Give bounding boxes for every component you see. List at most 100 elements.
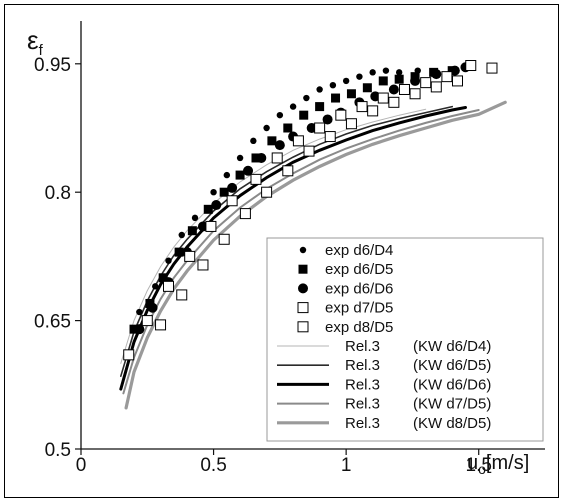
series-line-5 bbox=[124, 100, 507, 410]
data-point bbox=[184, 250, 196, 262]
data-point bbox=[176, 289, 188, 301]
data-point bbox=[227, 182, 238, 193]
legend-label: exp d6/D4 bbox=[325, 242, 393, 259]
data-point bbox=[324, 131, 336, 143]
data-point bbox=[236, 154, 244, 162]
data-point bbox=[223, 171, 231, 179]
chart-svg: 0.50.650.80.950 0.5 1 1.5 εf uo[m/s] exp d6… bbox=[27, 21, 545, 477]
data-point bbox=[388, 96, 400, 108]
data-point bbox=[218, 233, 230, 245]
legend-label: Rel.3 bbox=[345, 415, 380, 432]
legend: exp d6/D4 exp d6/D5 exp d6/D6 exp d7/D5 exp … bbox=[266, 237, 544, 442]
legend-marker bbox=[299, 246, 307, 254]
data-point bbox=[274, 140, 285, 151]
data-point bbox=[335, 109, 347, 121]
legend-label: Rel.3 bbox=[345, 357, 380, 374]
data-point bbox=[141, 315, 153, 327]
data-point bbox=[315, 102, 325, 112]
data-point bbox=[486, 62, 498, 74]
data-point bbox=[346, 89, 356, 99]
data-point bbox=[388, 84, 399, 95]
tick-layer: 0.50.650.80.950 0.5 1 1.5 bbox=[34, 55, 492, 476]
data-point bbox=[377, 92, 389, 104]
data-point bbox=[239, 208, 251, 220]
data-point bbox=[129, 324, 139, 334]
data-point bbox=[356, 101, 368, 113]
data-point bbox=[243, 165, 254, 176]
data-point bbox=[329, 82, 337, 89]
data-point bbox=[276, 111, 284, 119]
y-tick-label: 0.95 bbox=[34, 55, 71, 76]
data-point bbox=[191, 214, 199, 222]
data-point bbox=[210, 189, 217, 196]
data-point bbox=[362, 83, 372, 93]
data-point bbox=[398, 83, 410, 95]
data-point bbox=[394, 74, 404, 84]
data-point bbox=[219, 187, 229, 197]
legend-marker bbox=[297, 321, 309, 333]
data-point bbox=[251, 153, 261, 163]
data-point bbox=[147, 302, 158, 313]
data-point bbox=[211, 200, 222, 211]
data-point bbox=[187, 226, 197, 236]
legend-marker bbox=[297, 302, 309, 314]
data-point bbox=[235, 170, 245, 180]
legend-items: exp d6/D4 exp d6/D5 exp d6/D6 exp d7/D5 exp … bbox=[277, 242, 491, 432]
data-point bbox=[203, 204, 213, 214]
data-point bbox=[250, 137, 257, 145]
data-point bbox=[205, 220, 217, 232]
legend-label: exp d7/D5 bbox=[325, 300, 393, 317]
data-point bbox=[152, 283, 159, 290]
data-point bbox=[158, 273, 168, 283]
x-tick-label: 1 bbox=[341, 455, 352, 476]
data-point bbox=[303, 94, 310, 102]
data-point bbox=[136, 308, 143, 316]
legend-label: Rel.3 bbox=[345, 396, 380, 413]
data-point bbox=[452, 75, 464, 87]
data-point bbox=[134, 324, 145, 335]
x-axis-label: uo[m/s] bbox=[467, 452, 529, 477]
data-point bbox=[441, 71, 453, 83]
data-point bbox=[123, 349, 135, 361]
data-point bbox=[165, 257, 172, 264]
legend-model-label: (KW d8/D5) bbox=[413, 415, 491, 432]
data-point bbox=[250, 173, 262, 185]
data-point bbox=[299, 110, 309, 120]
legend-model-label: (KW d6/D4) bbox=[413, 338, 491, 355]
y-axis-label: εf bbox=[27, 25, 44, 59]
legend-label: exp d6/D6 bbox=[325, 280, 393, 297]
data-point bbox=[367, 105, 379, 117]
data-point bbox=[356, 73, 363, 80]
data-point bbox=[342, 77, 350, 85]
data-point bbox=[283, 123, 293, 133]
data-point bbox=[197, 259, 209, 271]
series-layer bbox=[119, 60, 507, 410]
data-point bbox=[162, 280, 174, 292]
series-points-5 bbox=[123, 62, 498, 361]
data-point bbox=[292, 135, 304, 147]
data-point bbox=[316, 86, 323, 93]
data-point bbox=[409, 88, 421, 100]
chart-frame: 0.5 0.65 0.8 0.95 0 0.5 1 1.5 εf uo[m/s] exp d6… bbox=[4, 4, 559, 498]
data-point bbox=[369, 69, 376, 76]
x-tick-label: 0 bbox=[76, 455, 87, 476]
data-point bbox=[267, 136, 277, 146]
legend-box bbox=[266, 237, 544, 442]
data-point bbox=[431, 69, 442, 80]
legend-marker bbox=[298, 264, 308, 274]
data-point bbox=[145, 298, 155, 308]
legend-label: exp d8/D5 bbox=[325, 319, 393, 336]
data-point bbox=[226, 195, 238, 207]
legend-label: Rel.3 bbox=[345, 338, 380, 355]
series-line-3 bbox=[119, 106, 467, 391]
series-points-4 bbox=[141, 60, 477, 327]
legend-model-label: (KW d6/D5) bbox=[413, 357, 491, 374]
data-point bbox=[465, 60, 477, 72]
y-tick-label: 0.5 bbox=[45, 440, 71, 461]
x-tick-label: 0.5 bbox=[200, 455, 226, 476]
data-point bbox=[289, 103, 297, 110]
data-point bbox=[282, 165, 294, 177]
legend-marker bbox=[298, 283, 308, 294]
data-point bbox=[256, 152, 267, 163]
data-point bbox=[331, 93, 341, 103]
